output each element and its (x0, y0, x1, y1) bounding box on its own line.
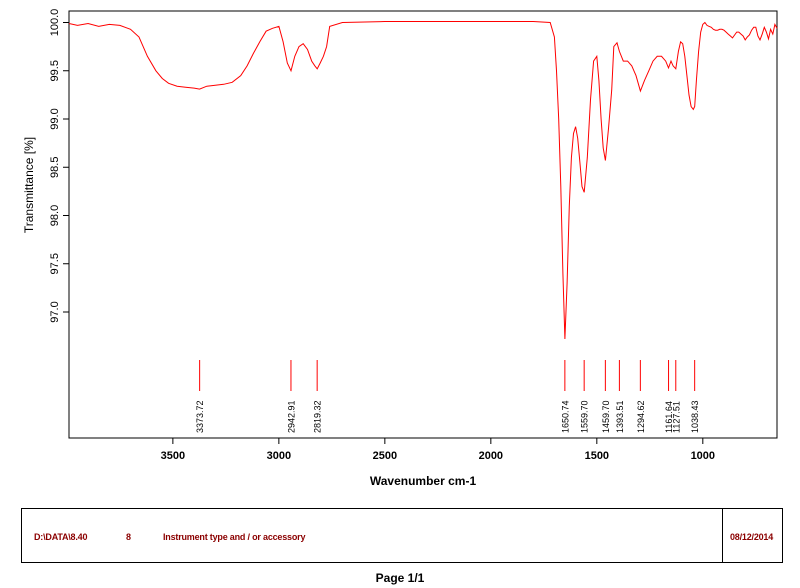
y-tick-label: 97.0 (49, 301, 61, 322)
y-tick-label: 98.5 (49, 157, 61, 178)
footer-file-path: D:\DATA\8.40 (34, 532, 88, 542)
spectrum-line (68, 21, 778, 340)
footer-instrument: Instrument type and / or accessory (163, 532, 306, 542)
footer-number: 8 (126, 532, 131, 542)
footer-date: 08/12/2014 (730, 532, 774, 542)
y-axis: 97.0 97.5 98.0 98.5 99.0 99.5 100.0 (49, 9, 69, 323)
peak-label: 1559.70 (580, 400, 590, 433)
ir-spectrum-chart: 97.0 97.5 98.0 98.5 99.0 99.5 100.0 3500 3000 25… (22, 9, 778, 488)
peak-label: 1294.62 (636, 400, 646, 433)
y-tick-label: 98.0 (49, 205, 61, 226)
peak-label: 2942.91 (287, 400, 297, 433)
peak-label: 1650.74 (560, 400, 570, 433)
x-axis-label: Wavenumber cm-1 (370, 474, 477, 488)
x-tick-label: 2000 (479, 450, 503, 462)
x-tick-label: 3000 (267, 450, 291, 462)
peak-markers: 3373.72 2942.91 2819.32 1650.74 1559.70 1459.… (195, 360, 700, 433)
y-tick-label: 99.0 (49, 108, 61, 129)
peak-label: 3373.72 (195, 400, 205, 433)
x-tick-label: 1000 (691, 450, 715, 462)
footer-divider (722, 509, 723, 562)
x-tick-label: 2500 (373, 450, 397, 462)
y-tick-label: 99.5 (49, 60, 61, 81)
peak-label: 1459.70 (601, 400, 611, 433)
y-tick-label: 100.0 (49, 9, 61, 37)
peak-label: 1127.51 (671, 401, 681, 433)
peak-label: 1038.43 (690, 400, 700, 433)
peak-label: 2819.32 (313, 400, 323, 433)
x-axis: 3500 3000 2500 2000 1500 1000 (161, 438, 715, 462)
y-tick-label: 97.5 (49, 253, 61, 274)
x-tick-label: 3500 (161, 450, 185, 462)
x-tick-label: 1500 (585, 450, 609, 462)
page-number: Page 1/1 (375, 571, 425, 585)
footer-info-box: D:\DATA\8.40 8 Instrument type and / or … (21, 508, 783, 563)
peak-label: 1161.64 (664, 401, 674, 433)
plot-frame (68, 10, 778, 439)
peak-label: 1393.51 (615, 400, 625, 433)
y-axis-label: Transmittance [%] (22, 137, 36, 233)
